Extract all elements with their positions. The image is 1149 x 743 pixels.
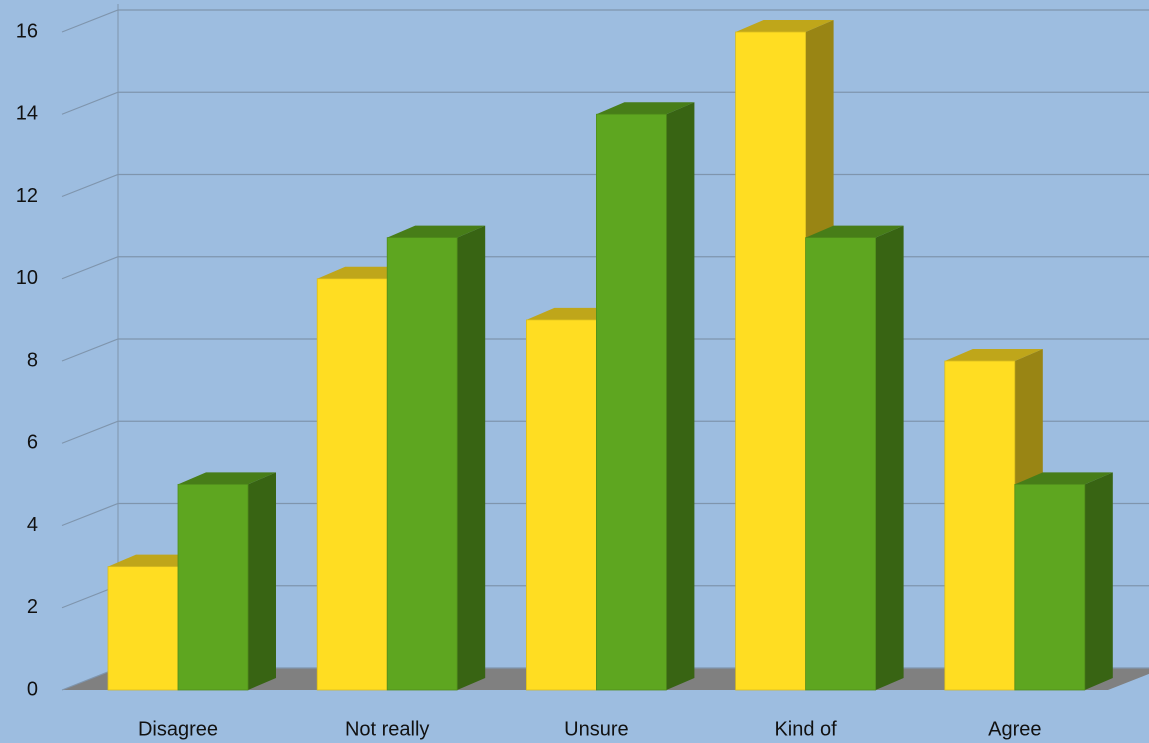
- y-tick-label: 10: [16, 267, 38, 289]
- bar-side: [875, 225, 904, 690]
- bar-side: [248, 472, 276, 690]
- bar-top: [805, 225, 904, 238]
- bar: [107, 566, 179, 691]
- y-tick-label: 12: [16, 185, 38, 207]
- bar: [316, 278, 388, 691]
- x-tick-label: Not really: [345, 718, 429, 740]
- bar-top: [387, 225, 486, 238]
- x-tick-label: Kind of: [774, 718, 837, 740]
- y-tick-label: 2: [27, 596, 38, 618]
- bar: [596, 113, 667, 691]
- bar-top: [735, 20, 834, 32]
- bar-top: [178, 472, 276, 485]
- y-tick-label: 16: [16, 20, 38, 42]
- x-tick-label: Disagree: [138, 718, 218, 740]
- x-tick-label: Unsure: [564, 718, 628, 740]
- y-tick-label: 4: [27, 514, 38, 536]
- bar: [735, 31, 806, 691]
- bar: [526, 319, 597, 691]
- y-tick-label: 0: [27, 678, 38, 700]
- grid-line: [61, 9, 1149, 33]
- y-tick-label: 6: [27, 432, 38, 454]
- bar-top: [596, 102, 695, 115]
- bar-side: [457, 225, 486, 690]
- bar-top: [1014, 472, 1113, 485]
- bar: [386, 237, 458, 691]
- bar-side: [1084, 472, 1113, 690]
- bar: [177, 483, 249, 691]
- bar: [1014, 483, 1086, 691]
- bar-top: [944, 349, 1043, 361]
- bar-side: [666, 102, 695, 690]
- y-tick-label: 8: [27, 349, 38, 371]
- x-tick-label: Agree: [988, 718, 1041, 740]
- bar: [805, 237, 876, 691]
- bar: [944, 360, 1016, 691]
- y-tick-label: 14: [16, 103, 38, 125]
